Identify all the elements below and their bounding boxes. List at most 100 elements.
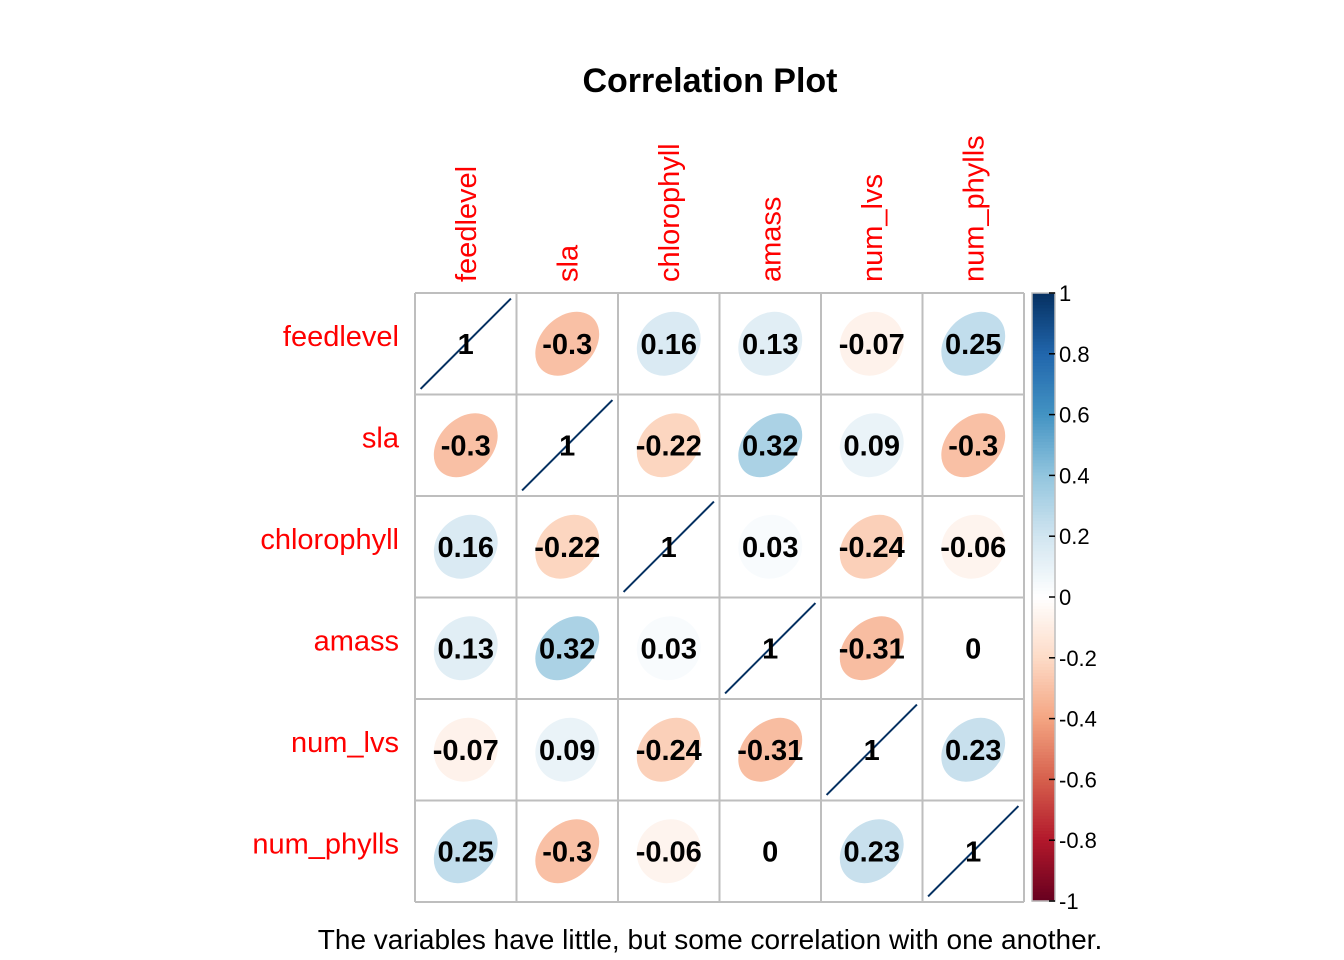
colorbar-segment [1032,317,1055,321]
colorbar-segment [1032,384,1055,388]
colorbar-segment [1032,387,1055,391]
colorbar-segment [1032,408,1055,413]
corr-cell: -0.06 [636,819,702,884]
correlation-value: 0.32 [742,430,798,462]
colorbar-segment [1032,460,1055,464]
colorbar-segment [1032,347,1055,352]
colorbar-segment [1032,785,1055,790]
colorbar-tick-label: -0.8 [1059,828,1097,853]
colorbar-segment [1032,676,1055,680]
corr-cell: -0.3 [433,413,498,478]
colorbar-segment [1032,882,1055,887]
colorbar-segment [1032,697,1055,701]
colorbar-segment [1032,344,1055,349]
row-label: chlorophyll [260,524,399,556]
colorbar-segment [1032,606,1055,610]
colorbar-segment [1032,688,1055,692]
correlation-ellipse [941,413,1006,478]
correlation-ellipse [839,311,904,376]
row-label: num_lvs [291,727,399,759]
correlation-value: -0.31 [839,633,905,665]
colorbar-segment [1032,870,1055,875]
colorbar-segment [1032,308,1055,312]
correlation-value: 0.09 [539,735,595,767]
correlation-line [622,500,715,593]
colorbar-segment [1032,405,1055,410]
corr-cell: 0.23 [839,819,904,884]
colorbar-segment [1032,834,1055,838]
colorbar-segment [1032,733,1055,738]
correlation-value: 0 [762,836,778,868]
colorbar-segment [1032,803,1055,808]
colorbar-segment [1032,581,1055,586]
colorbar-segment [1032,603,1055,607]
colorbar-segment [1032,612,1055,616]
colorbar-segment [1032,597,1055,601]
colorbar-segment [1032,536,1055,540]
correlation-ellipse [636,717,701,782]
colorbar-segment [1032,752,1055,756]
colorbar-segment [1032,660,1055,665]
correlation-value: 0.13 [742,329,798,361]
colorbar-segment [1032,338,1055,343]
colorbar-segment [1032,533,1055,537]
column-label: chlorophyll [654,143,686,282]
colorbar-segment [1032,724,1055,729]
colorbar-segment [1032,545,1055,549]
colorbar-segment [1032,742,1055,747]
corr-cell: 0.03 [738,514,803,579]
colorbar-segment [1032,867,1055,872]
row-label: feedlevel [283,321,399,353]
colorbar-segment [1032,773,1055,777]
colorbar-segment [1032,663,1055,668]
colorbar-segment [1032,630,1055,635]
correlation-value: -0.24 [636,735,702,767]
colorbar-segment [1032,502,1055,507]
colorbar-segment [1032,359,1055,364]
colorbar-segment [1032,673,1055,677]
correlation-line [825,703,918,796]
colorbar-segment [1032,749,1055,753]
colorbar-segment [1032,457,1055,461]
colorbar-segment [1032,876,1055,881]
corr-cell: 0.16 [636,311,701,376]
colorbar-segment [1032,600,1055,604]
correlation-value: 0.16 [641,329,697,361]
colorbar-segment [1032,296,1055,300]
colorbar-segment [1032,645,1055,650]
correlation-value: -0.3 [542,329,592,361]
row-label: num_phylls [252,828,399,860]
corr-cell: -0.07 [433,717,499,782]
colorbar-segment [1032,487,1055,492]
corr-cell: 0.23 [941,717,1006,782]
colorbar-segment [1032,530,1055,534]
colorbar-segment [1032,511,1055,516]
colorbar-segment [1032,542,1055,546]
colorbar-segment [1032,350,1055,355]
colorbar-segment [1032,305,1055,309]
corr-cell: 0.32 [535,616,600,681]
correlation-line [724,602,817,695]
colorbar-segment [1032,840,1055,844]
colorbar-segment [1032,891,1055,896]
correlation-ellipse [941,717,1006,782]
corr-cell: 0.13 [738,311,803,376]
colorbar-segment [1032,858,1055,863]
colorbar-segment [1032,776,1055,780]
colorbar-segment [1032,372,1055,376]
colorbar-segment [1032,815,1055,820]
correlation-ellipse [636,616,701,681]
colorbar-segment [1032,527,1055,531]
colorbar-segment [1032,454,1055,458]
correlation-line [927,805,1020,898]
colorbar-segment [1032,548,1055,552]
colorbar-tick-label: 0.4 [1059,463,1090,488]
correlation-ellipse [433,819,498,884]
colorbar-segment [1032,320,1055,324]
colorbar-segment [1032,767,1055,771]
colorbar-segment [1032,414,1055,419]
colorbar-tick-label: 1 [1059,281,1071,306]
colorbar-segment [1032,627,1055,632]
color-legend: 1 0.8 0.6 0.4 0.2 0 -0.2 -0.4 -0.6 -0.8 -1 [1031,281,1097,914]
